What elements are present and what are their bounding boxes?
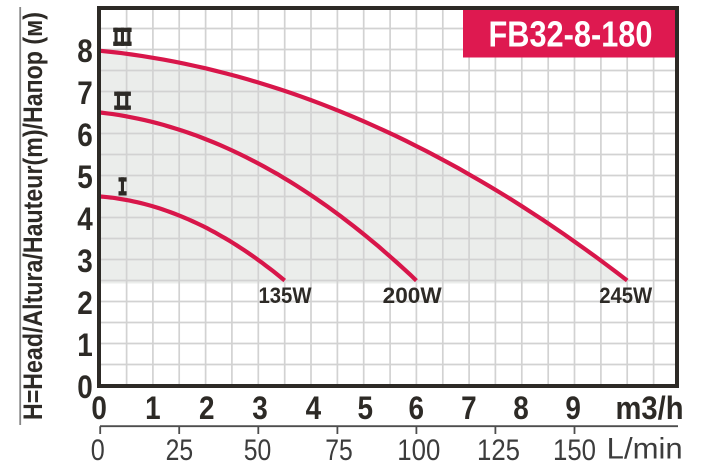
svg-text:3: 3	[77, 243, 93, 279]
svg-text:245W: 245W	[599, 283, 652, 308]
svg-text:6: 6	[409, 390, 425, 426]
svg-text:0: 0	[91, 390, 107, 426]
svg-text:6: 6	[77, 117, 93, 153]
svg-text:FB32-8-180: FB32-8-180	[489, 14, 653, 55]
svg-text:100: 100	[397, 434, 440, 467]
svg-text:200W: 200W	[383, 283, 442, 308]
svg-text:1: 1	[77, 327, 93, 363]
svg-text:5: 5	[77, 159, 93, 195]
svg-text:3: 3	[252, 390, 268, 426]
svg-text:7: 7	[77, 75, 93, 111]
svg-text:7: 7	[461, 390, 477, 426]
svg-text:4: 4	[306, 390, 322, 426]
svg-text:5: 5	[357, 390, 373, 426]
svg-text:1: 1	[145, 390, 161, 426]
svg-text:L/min: L/min	[607, 433, 683, 466]
svg-text:m3/h: m3/h	[616, 390, 684, 426]
svg-text:125: 125	[477, 434, 520, 467]
svg-text:8: 8	[77, 33, 93, 69]
svg-text:2: 2	[199, 390, 215, 426]
svg-text:135W: 135W	[259, 283, 312, 308]
svg-text:2: 2	[77, 285, 93, 321]
svg-text:8: 8	[513, 390, 529, 426]
svg-text:H=Head/Altura/Hauteur(m)/Напор: H=Head/Altura/Hauteur(m)/Напор (м)	[18, 12, 48, 420]
svg-text:150: 150	[553, 434, 596, 467]
svg-text:9: 9	[565, 390, 581, 426]
svg-text:25: 25	[166, 434, 194, 467]
svg-text:0: 0	[91, 434, 105, 467]
svg-text:4: 4	[77, 201, 93, 237]
svg-text:50: 50	[244, 434, 272, 467]
svg-text:0: 0	[77, 369, 93, 405]
svg-text:75: 75	[325, 434, 353, 467]
